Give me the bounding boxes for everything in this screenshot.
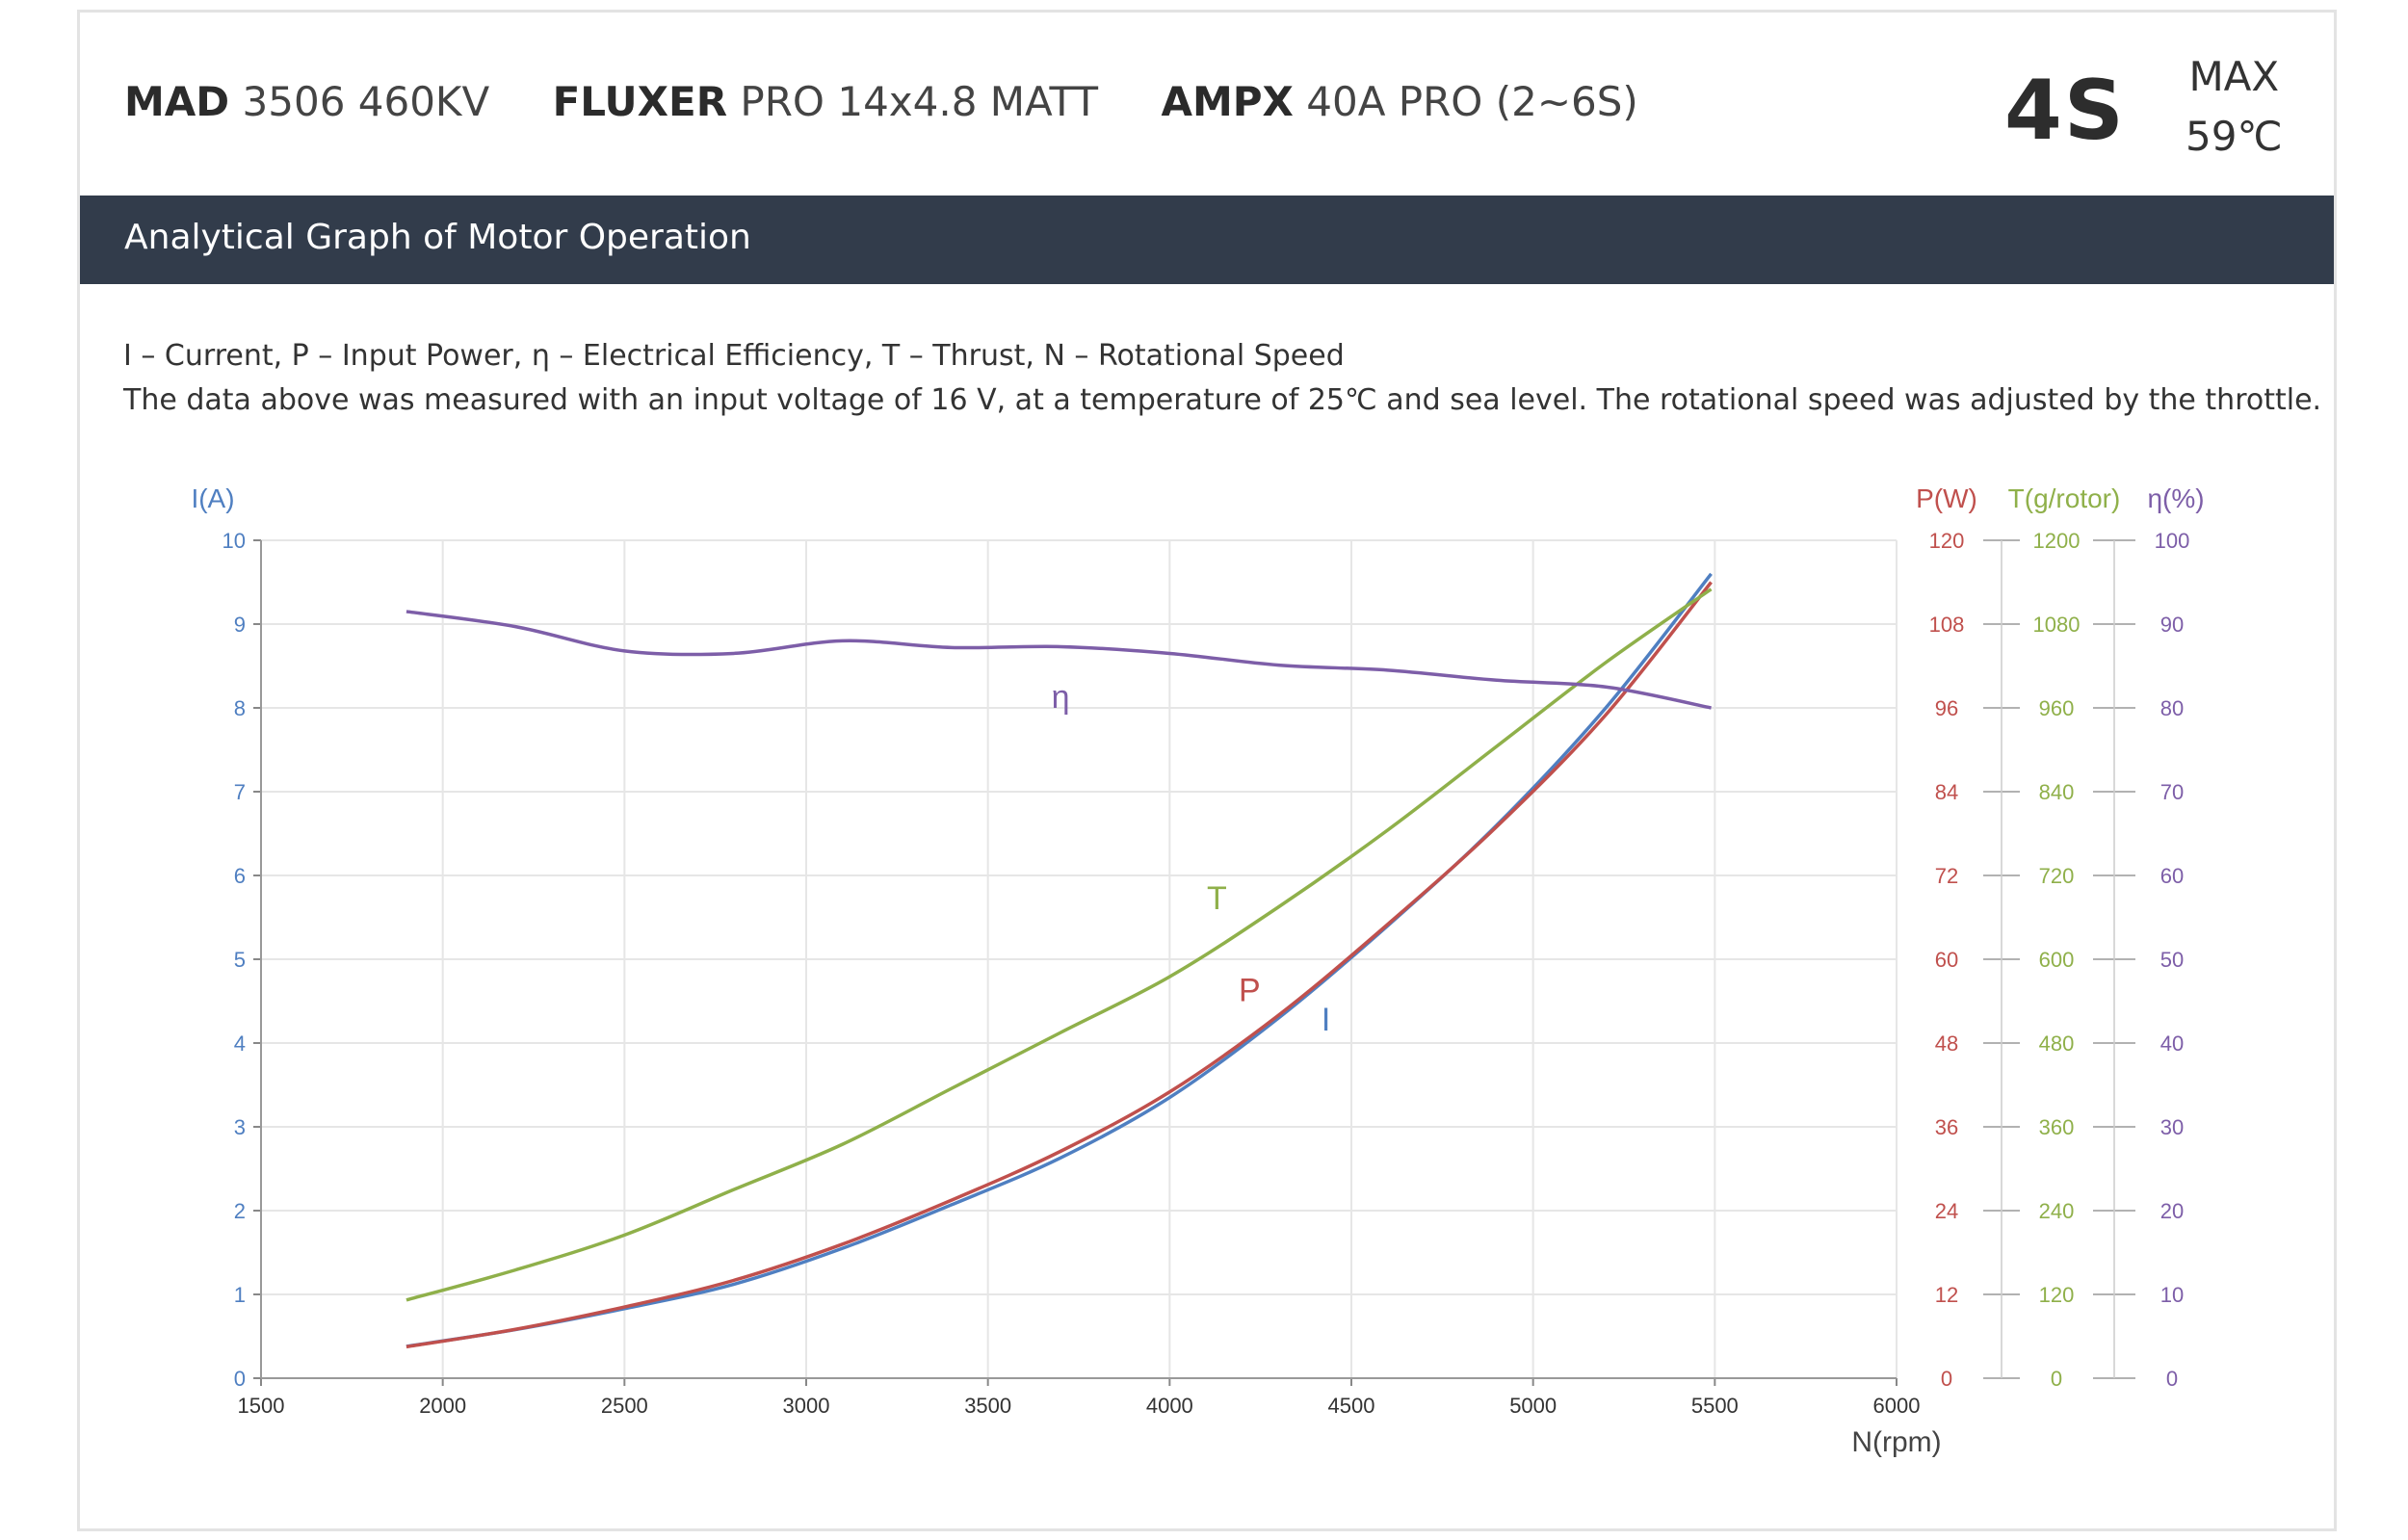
max-temperature: MAX 59℃ [2186, 47, 2283, 167]
y-tick-label-current: 2 [234, 1199, 246, 1223]
esc-brand: AMPX [1161, 78, 1294, 125]
y-axis-label-eta: η(%) [2147, 483, 2204, 513]
y-tick-label-eta: 50 [2160, 948, 2184, 972]
spec-card: MAD 3506 460KV FLUXER PRO 14x4.8 MATT AM… [77, 10, 2337, 1531]
y-tick-label-current: 4 [234, 1031, 246, 1056]
y-tick-label-current: 8 [234, 696, 246, 720]
y-tick-label-eta: 0 [2166, 1367, 2178, 1391]
y-tick-label-T: 1080 [2033, 613, 2081, 637]
header: MAD 3506 460KV FLUXER PRO 14x4.8 MATT AM… [80, 13, 2334, 196]
series-annotation: η [1052, 679, 1070, 716]
series-line-eta [406, 610, 1712, 710]
y-tick-label-T: 600 [2039, 948, 2075, 972]
propeller-spec: FLUXER PRO 14x4.8 MATT [553, 78, 1099, 125]
x-axis-label: N(rpm) [1851, 1426, 1941, 1458]
x-tick-label: 5000 [1509, 1394, 1557, 1418]
motor-chart: 1500 2000 2500 3000 3500 4000 4500 5000 5500 6000… [191, 483, 2204, 1458]
motor-brand: MAD [124, 78, 230, 125]
y-tick-label-eta: 100 [2155, 529, 2190, 553]
y-tick-label-current: 10 [222, 529, 246, 553]
y-axis-label-current: I(A) [191, 483, 234, 513]
x-tick-label: 3000 [783, 1394, 830, 1418]
series-line-T [406, 587, 1713, 1302]
section-title: Analytical Graph of Motor Operation [124, 218, 751, 257]
x-tick-label: 6000 [1873, 1394, 1921, 1418]
y-tick-label-eta: 30 [2160, 1115, 2184, 1139]
y-tick-label-current: 1 [234, 1283, 246, 1307]
y-tick-label-T: 0 [2051, 1367, 2062, 1391]
x-tick-label: 5500 [1691, 1394, 1739, 1418]
cell-count: 4S [2004, 63, 2126, 159]
motor-model: 3506 460KV [242, 78, 490, 125]
y-tick-label-P: 96 [1935, 696, 1958, 720]
y-tick-label-current: 7 [234, 780, 246, 804]
x-tick-label: 1500 [238, 1394, 285, 1418]
y-tick-label-current: 6 [234, 864, 246, 888]
y-tick-label-P: 120 [1929, 529, 1965, 553]
y-tick-label-current: 3 [234, 1115, 246, 1139]
y-tick-label-P: 84 [1935, 780, 1958, 804]
y-tick-label-P: 0 [1941, 1367, 1952, 1391]
x-tick-label: 2500 [601, 1394, 648, 1418]
legend-description: I – Current, P – Input Power, η – Electr… [123, 339, 1345, 373]
y-tick-label-eta: 10 [2160, 1283, 2184, 1307]
y-axis-label-T: T(g/rotor) [2008, 483, 2121, 513]
y-tick-label-current: 5 [234, 948, 246, 972]
y-tick-label-eta: 70 [2160, 780, 2184, 804]
x-tick-label: 4500 [1328, 1394, 1375, 1418]
spec-line: MAD 3506 460KV FLUXER PRO 14x4.8 MATT AM… [124, 78, 1688, 125]
propeller-brand: FLUXER [552, 78, 728, 125]
y-tick-label-T: 720 [2039, 864, 2075, 888]
motor-spec: MAD 3506 460KV [124, 78, 489, 125]
y-tick-label-T: 120 [2039, 1283, 2075, 1307]
chart-description: I – Current, P – Input Power, η – Electr… [123, 334, 2321, 423]
series-annotation: T [1207, 880, 1227, 917]
esc-model: 40A PRO (2~6S) [1306, 78, 1638, 125]
y-tick-label-P: 60 [1935, 948, 1958, 972]
x-tick-label: 3500 [964, 1394, 1011, 1418]
esc-spec: AMPX 40A PRO (2~6S) [1161, 78, 1637, 125]
x-tick-label: 4000 [1146, 1394, 1193, 1418]
y-tick-label-P: 72 [1935, 864, 1958, 888]
y-tick-label-P: 24 [1935, 1199, 1958, 1223]
max-temp-value: 59℃ [2186, 113, 2283, 160]
measurement-note: The data above was measured with an inpu… [123, 383, 2322, 417]
max-label: MAX [2188, 53, 2280, 100]
y-tick-label-T: 360 [2039, 1115, 2075, 1139]
y-tick-label-eta: 80 [2160, 696, 2184, 720]
y-tick-label-T: 480 [2039, 1031, 2075, 1056]
series-annotation: I [1322, 1002, 1330, 1038]
y-tick-label-T: 960 [2039, 696, 2075, 720]
y-tick-label-P: 108 [1929, 613, 1965, 637]
y-tick-label-eta: 90 [2160, 613, 2184, 637]
y-tick-label-T: 240 [2039, 1199, 2075, 1223]
y-axis-label-P: P(W) [1916, 483, 1977, 513]
y-tick-label-eta: 20 [2160, 1199, 2184, 1223]
y-tick-label-current: 0 [234, 1367, 246, 1391]
y-tick-label-current: 9 [234, 613, 246, 637]
x-tick-label: 2000 [419, 1394, 466, 1418]
series-line-P [406, 581, 1713, 1349]
y-tick-label-eta: 40 [2160, 1031, 2184, 1056]
y-tick-label-P: 48 [1935, 1031, 1958, 1056]
section-banner: Analytical Graph of Motor Operation [80, 196, 2334, 284]
y-tick-label-T: 1200 [2033, 529, 2081, 553]
y-tick-label-T: 840 [2039, 780, 2075, 804]
y-tick-label-eta: 60 [2160, 864, 2184, 888]
series-annotation: P [1239, 973, 1261, 1009]
y-tick-label-P: 12 [1935, 1283, 1958, 1307]
propeller-model: PRO 14x4.8 MATT [740, 78, 1099, 125]
y-tick-label-P: 36 [1935, 1115, 1958, 1139]
